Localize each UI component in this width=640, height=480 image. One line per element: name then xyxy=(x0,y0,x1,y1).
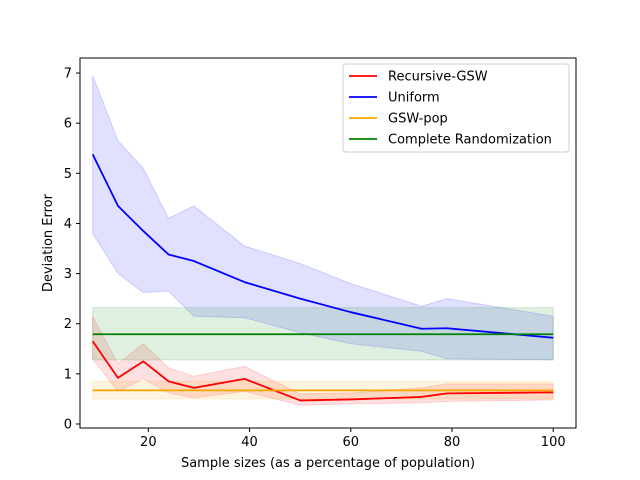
y-tick-label: 1 xyxy=(64,367,72,382)
series-lines xyxy=(91,153,554,402)
y-tick-label: 0 xyxy=(64,417,72,432)
legend: Recursive-GSW Uniform GSW-pop Complete Rand… xyxy=(342,63,570,153)
recursive-gsw-band xyxy=(92,315,554,406)
x-tick-label: 20 xyxy=(140,435,157,450)
x-tick-label: 60 xyxy=(343,435,360,450)
x-tick-label: 100 xyxy=(541,435,566,450)
y-tick-label: 3 xyxy=(64,267,72,282)
uniform-legend-label: Uniform xyxy=(388,91,440,106)
complete-randomization-legend-label: Complete Randomization xyxy=(388,133,552,148)
x-tick-label: 40 xyxy=(241,435,258,450)
y-tick-label: 6 xyxy=(64,117,72,132)
x-axis-label: Sample sizes (as a percentage of populat… xyxy=(181,456,475,471)
plot-frame xyxy=(79,57,577,429)
recursive-gsw-legend-label: Recursive-GSW xyxy=(388,70,488,85)
y-axis-ticks: 0 1 2 3 4 5 6 7 xyxy=(64,67,80,432)
y-axis-label: Deviation Error xyxy=(41,193,56,292)
recursive-gsw-line xyxy=(91,340,554,402)
uniform-band xyxy=(92,75,554,361)
x-axis-ticks: 20 40 60 80 100 xyxy=(140,428,566,450)
y-tick-label: 2 xyxy=(64,317,72,332)
x-tick-label: 80 xyxy=(444,435,461,450)
y-tick-label: 5 xyxy=(64,167,72,182)
uniform-line xyxy=(91,153,554,339)
y-tick-label: 4 xyxy=(64,217,72,232)
legend-box xyxy=(342,63,570,153)
gsw-pop-legend-label: GSW-pop xyxy=(388,112,448,127)
y-tick-label: 7 xyxy=(64,67,72,82)
